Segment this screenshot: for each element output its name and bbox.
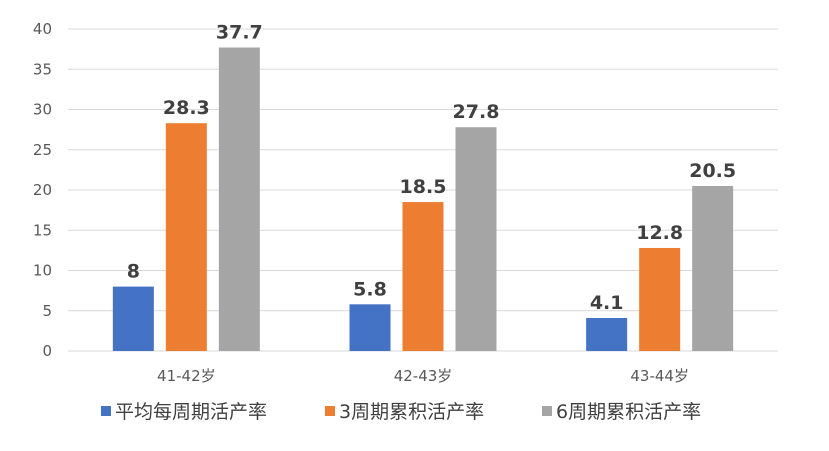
legend-item-1: 平均每周期活产率	[101, 401, 267, 423]
bar-3-1	[218, 47, 260, 351]
data-label: 8	[127, 261, 140, 283]
legend-swatch	[101, 406, 111, 416]
y-tick-label: 15	[33, 221, 52, 239]
legend-label: 3周期累积活产率	[339, 401, 484, 423]
bar-2-2	[402, 202, 444, 351]
bar-1-3	[586, 317, 628, 351]
y-tick-label: 30	[33, 101, 52, 119]
data-label: 12.8	[636, 222, 683, 244]
data-label: 28.3	[163, 97, 210, 119]
y-tick-label: 20	[33, 181, 52, 199]
y-tick-label: 10	[33, 262, 52, 280]
x-category-label: 42-43岁	[394, 367, 453, 385]
bar-1-1	[112, 286, 154, 351]
legend-item-3: 6周期累积活产率	[542, 401, 701, 423]
data-label: 20.5	[689, 160, 736, 182]
bar-2-1	[165, 123, 207, 351]
x-category-label: 43-44岁	[630, 367, 689, 385]
bar-3-2	[455, 127, 497, 352]
bars	[112, 47, 734, 352]
data-label: 5.8	[353, 278, 387, 300]
x-axis-category-labels: 41-42岁 42-43岁 43-44岁	[157, 367, 689, 385]
legend-label: 平均每周期活产率	[115, 401, 267, 423]
legend: 平均每周期活产率 3周期累积活产率 6周期累积活产率	[101, 401, 701, 423]
x-category-label: 41-42岁	[157, 367, 216, 385]
y-tick-label: 0	[42, 342, 52, 360]
data-label: 27.8	[453, 101, 500, 123]
y-tick-label: 25	[33, 141, 52, 159]
y-tick-label: 5	[42, 302, 52, 320]
bar-2-3	[639, 247, 681, 351]
data-label: 37.7	[216, 22, 263, 44]
data-labels: 8 28.3 37.7 5.8 18.5 27.8 4.1 12.8 20.5	[127, 22, 736, 314]
legend-swatch	[542, 406, 552, 416]
data-label: 4.1	[590, 292, 624, 314]
bar-3-3	[692, 185, 734, 351]
y-tick-label: 35	[33, 60, 52, 78]
legend-label: 6周期累积活产率	[556, 401, 701, 423]
legend-swatch	[325, 406, 335, 416]
data-label: 18.5	[400, 176, 447, 198]
bar-1-2	[349, 304, 391, 351]
legend-item-2: 3周期累积活产率	[325, 401, 484, 423]
y-tick-label: 40	[33, 20, 52, 38]
y-axis-tick-labels: 0 5 10 15 20 25 30 35 40	[33, 20, 52, 360]
